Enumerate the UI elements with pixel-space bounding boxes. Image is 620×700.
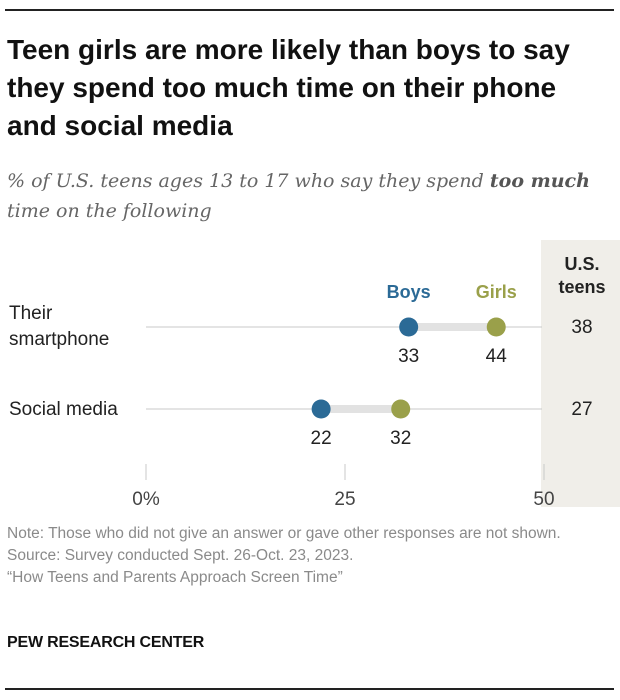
category-label: Their bbox=[9, 303, 53, 324]
x-axis-tick-label: 50 bbox=[533, 489, 554, 510]
subtitle-text-end: time on the following bbox=[7, 200, 212, 222]
subtitle-text-bold: too much bbox=[489, 170, 590, 192]
boys-dot bbox=[311, 399, 331, 419]
total-column-header-line: U.S. bbox=[564, 254, 599, 274]
total-value-label: 38 bbox=[571, 317, 592, 338]
category-label: smartphone bbox=[9, 329, 109, 350]
total-value-label: 27 bbox=[571, 399, 592, 420]
subtitle-text-start: % of U.S. teens ages 13 to 17 who say th… bbox=[7, 170, 490, 192]
girls-value-label: 44 bbox=[486, 346, 508, 367]
bottom-rule bbox=[5, 688, 614, 690]
category-label: Social media bbox=[9, 399, 118, 420]
chart-title: Teen girls are more likely than boys to … bbox=[7, 34, 570, 141]
legend-girls: Girls bbox=[476, 282, 517, 302]
boys-value-label: 22 bbox=[311, 428, 332, 449]
note-text: Note: Those who did not give an answer o… bbox=[7, 525, 561, 542]
total-column-header-line: teens bbox=[558, 277, 605, 297]
x-axis-tick-label: 25 bbox=[334, 489, 355, 510]
x-axis-tick-label: 0% bbox=[132, 489, 160, 510]
girls-value-label: 32 bbox=[390, 428, 411, 449]
boys-value-label: 33 bbox=[398, 346, 419, 367]
notes-block: Note: Those who did not give an answer o… bbox=[7, 523, 612, 589]
report-title-text: “How Teens and Parents Approach Screen T… bbox=[7, 569, 343, 586]
girls-dot bbox=[391, 399, 411, 419]
top-rule bbox=[5, 9, 614, 11]
total-column-background bbox=[541, 240, 620, 507]
chart-subtitle: % of U.S. teens ages 13 to 17 who say th… bbox=[7, 166, 607, 226]
dot-plot: U.S. teens Their smartphone 33 44 38 Social med… bbox=[9, 240, 620, 510]
boys-dot bbox=[399, 317, 419, 337]
source-text: Source: Survey conducted Sept. 26-Oct. 2… bbox=[7, 547, 354, 564]
source-organization: PEW RESEARCH CENTER bbox=[7, 634, 205, 651]
girls-dot bbox=[486, 317, 506, 337]
legend-boys: Boys bbox=[387, 282, 431, 302]
